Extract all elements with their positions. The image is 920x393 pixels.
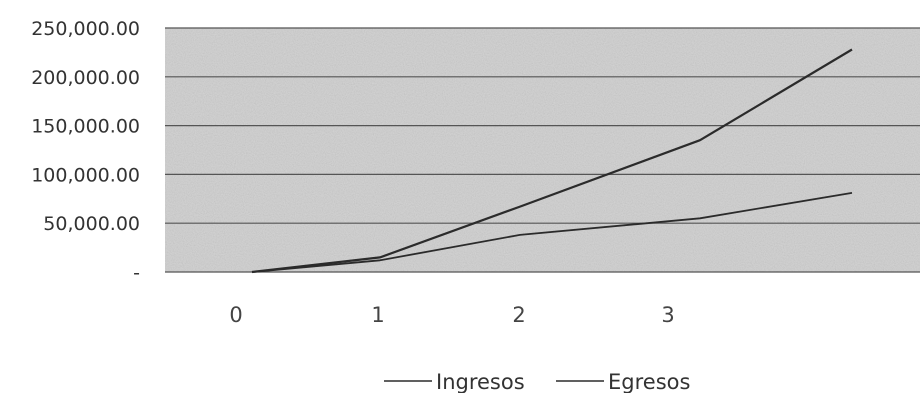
grid-lines [165, 27, 920, 273]
x-tick-label: 1 [371, 303, 384, 327]
x-tick-label: 2 [512, 303, 525, 327]
series-line-egresos [251, 192, 853, 273]
x-tick-label: 3 [661, 303, 674, 327]
series-lines [251, 48, 853, 274]
series-line-ingresos [251, 48, 853, 274]
y-tick-label: 250,000.00 [31, 18, 140, 40]
legend-label-ingresos: Ingresos [436, 370, 525, 393]
y-tick-label: - [133, 262, 140, 284]
legend-label-egresos: Egresos [608, 370, 690, 393]
y-tick-label: 150,000.00 [31, 116, 140, 138]
y-axis-tick-labels: 250,000.00 200,000.00 150,000.00 100,000.00… [31, 18, 140, 284]
y-tick-label: 50,000.00 [43, 213, 140, 235]
y-tick-label: 200,000.00 [31, 67, 140, 89]
x-tick-label: 0 [229, 303, 242, 327]
x-axis-tick-labels: 0 1 2 3 [229, 303, 674, 327]
y-tick-label: 100,000.00 [31, 164, 140, 186]
legend: Ingresos Egresos [384, 370, 690, 393]
plot-area [165, 28, 920, 272]
